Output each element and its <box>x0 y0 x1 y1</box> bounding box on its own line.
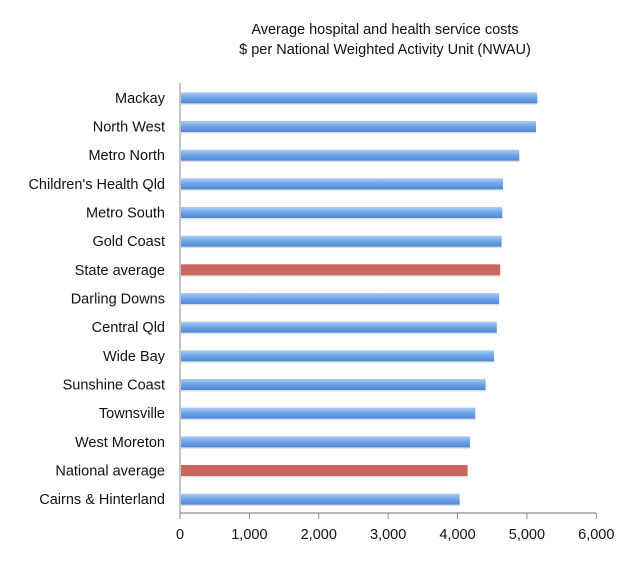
category-label: Children's Health Qld <box>28 177 165 193</box>
x-tick-label: 0 <box>176 527 184 543</box>
x-tick-label: 6,000 <box>578 527 614 543</box>
bar <box>181 493 460 505</box>
bar <box>181 407 476 419</box>
bar <box>181 465 468 476</box>
category-label: Central Qld <box>92 320 165 336</box>
chart-title: Average hospital and health service cost… <box>150 20 620 60</box>
x-tick-label: 5,000 <box>509 527 545 543</box>
subtitle-line: $ per National Weighted Activity Unit (N… <box>239 42 531 58</box>
bar <box>181 321 497 333</box>
category-label: Townsville <box>99 406 165 422</box>
category-label: National average <box>55 464 165 480</box>
bar <box>181 149 520 161</box>
bar <box>181 235 502 247</box>
bar <box>181 379 486 390</box>
bar <box>181 121 536 132</box>
category-label: Cairns & Hinterland <box>39 492 165 508</box>
category-label: Gold Coast <box>92 234 165 250</box>
category-label: State average <box>75 263 165 279</box>
bar <box>181 350 494 362</box>
bar <box>181 92 538 104</box>
bar <box>181 207 503 218</box>
x-tick-label: 3,000 <box>370 527 406 543</box>
x-tick-label: 2,000 <box>301 527 337 543</box>
bar <box>181 178 503 190</box>
category-label: West Moreton <box>75 435 165 451</box>
category-label: Metro South <box>86 206 165 222</box>
bar <box>181 436 471 448</box>
category-label: Metro North <box>88 148 165 164</box>
title-line: Average hospital and health service cost… <box>251 22 519 38</box>
bar <box>181 264 501 276</box>
category-label: North West <box>93 120 165 136</box>
bar <box>181 293 500 304</box>
x-tick-label: 1,000 <box>231 527 267 543</box>
category-label: Sunshine Coast <box>63 378 165 394</box>
category-label: Darling Downs <box>71 292 165 308</box>
category-label: Mackay <box>115 91 166 107</box>
x-tick-label: 4,000 <box>439 527 475 543</box>
category-label: Wide Bay <box>103 349 166 365</box>
